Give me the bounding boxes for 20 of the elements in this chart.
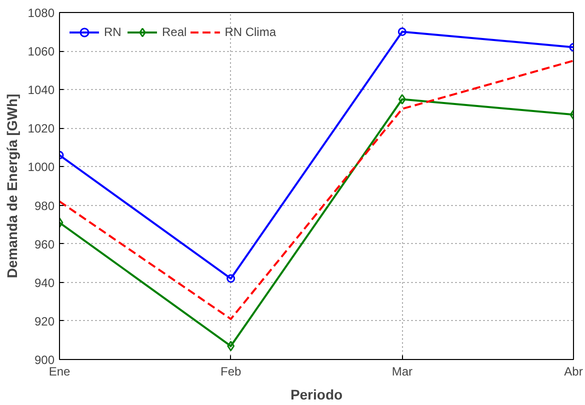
legend-label: RN: [104, 25, 122, 39]
x-axis-title: Periodo: [290, 386, 343, 402]
y-tick-label: 1000: [28, 160, 55, 174]
y-tick-label: 1040: [28, 83, 55, 98]
y-tick-label: 900: [34, 353, 55, 367]
y-tick-label: 1020: [28, 122, 55, 136]
x-tick-label: Mar: [392, 364, 413, 378]
y-tick-label: 1080: [28, 6, 55, 20]
legend-label: Real: [162, 25, 187, 39]
y-tick-label: 960: [34, 237, 55, 252]
y-tick-label: 940: [34, 276, 55, 290]
y-tick-label: 920: [34, 314, 55, 328]
y-tick-label: 980: [34, 198, 55, 213]
x-tick-label: Ene: [48, 364, 70, 378]
x-tick-label: Abr: [564, 364, 583, 378]
legend-label: RN Clima: [224, 25, 276, 39]
line-series: [60, 60, 574, 320]
x-tick-label: Feb: [220, 364, 242, 378]
y-tick-label: 1060: [28, 44, 55, 59]
y-axis-title: Demanda de Energía [GWh]: [4, 94, 20, 278]
